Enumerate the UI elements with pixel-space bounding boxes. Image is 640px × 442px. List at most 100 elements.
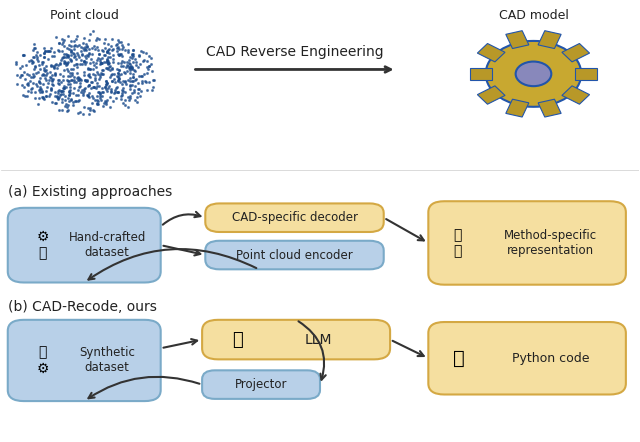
Point <box>70 53 80 60</box>
Point <box>100 52 110 59</box>
Point <box>76 88 86 95</box>
Point <box>15 73 26 80</box>
Point <box>45 48 55 55</box>
Point <box>65 89 76 96</box>
Point <box>38 53 49 61</box>
Point <box>79 72 89 79</box>
Point <box>61 45 72 52</box>
Point <box>62 52 72 59</box>
Point <box>92 63 102 70</box>
Point <box>79 69 89 76</box>
Point <box>141 79 152 86</box>
Point <box>147 86 157 93</box>
Point <box>24 57 35 65</box>
Point <box>33 57 43 65</box>
Point <box>90 77 100 84</box>
Point <box>61 101 71 108</box>
Point <box>66 56 76 63</box>
Point <box>116 60 126 67</box>
Point <box>50 93 60 100</box>
FancyBboxPatch shape <box>428 322 626 395</box>
Point <box>27 84 37 91</box>
Point <box>106 87 116 94</box>
Point <box>22 92 33 99</box>
Point <box>39 45 49 52</box>
Point <box>64 46 74 53</box>
Point <box>64 42 74 49</box>
Point <box>116 96 126 103</box>
Point <box>60 97 70 104</box>
Point <box>53 80 63 87</box>
Point <box>60 92 70 99</box>
Point <box>31 52 41 59</box>
Point <box>74 96 84 103</box>
Point <box>118 88 129 95</box>
Point <box>83 37 93 44</box>
Point <box>102 97 112 104</box>
Point <box>125 60 136 67</box>
Point <box>96 59 106 66</box>
Point <box>66 95 76 102</box>
Point <box>100 78 111 85</box>
Point <box>113 51 123 58</box>
Point <box>78 111 88 118</box>
Point <box>141 86 152 93</box>
Point <box>123 93 133 100</box>
Point <box>81 91 92 99</box>
Point <box>81 54 92 61</box>
Point <box>97 89 107 96</box>
Point <box>80 76 90 84</box>
Point <box>71 91 81 98</box>
Point <box>95 59 106 66</box>
Point <box>101 100 111 107</box>
Point <box>51 100 61 107</box>
Point <box>132 98 143 105</box>
Point <box>63 53 73 61</box>
Text: CAD model: CAD model <box>499 9 568 22</box>
Circle shape <box>516 61 551 86</box>
Point <box>92 43 102 50</box>
Point <box>104 66 114 73</box>
Point <box>53 61 63 69</box>
Point <box>43 48 53 55</box>
Point <box>93 50 104 57</box>
Point <box>100 81 111 88</box>
Point <box>28 71 38 78</box>
Point <box>141 50 151 57</box>
Point <box>66 48 76 55</box>
Point <box>133 85 143 92</box>
Point <box>46 61 56 68</box>
Text: CAD Reverse Engineering: CAD Reverse Engineering <box>205 45 383 59</box>
Point <box>35 85 45 92</box>
Point <box>86 55 96 62</box>
Point <box>98 88 108 95</box>
Point <box>95 60 105 67</box>
Point <box>63 68 74 75</box>
Point <box>40 47 51 54</box>
Text: ⚙️
🔧: ⚙️ 🔧 <box>36 230 49 260</box>
Point <box>22 70 32 77</box>
Point <box>64 78 74 85</box>
Point <box>102 41 113 48</box>
Point <box>32 49 42 56</box>
Point <box>101 99 111 106</box>
Polygon shape <box>477 86 505 104</box>
Point <box>69 53 79 61</box>
Point <box>34 77 44 84</box>
Point <box>79 34 90 42</box>
Point <box>116 87 127 94</box>
FancyBboxPatch shape <box>8 320 161 401</box>
Point <box>76 108 86 115</box>
Point <box>23 88 33 95</box>
Point <box>76 57 86 64</box>
Point <box>73 87 83 94</box>
Point <box>85 60 95 67</box>
Point <box>102 47 113 54</box>
Point <box>105 73 115 80</box>
Text: Method-specific
representation: Method-specific representation <box>504 229 597 257</box>
Point <box>62 107 72 114</box>
Point <box>57 95 67 103</box>
Point <box>40 47 50 54</box>
Point <box>113 43 123 50</box>
FancyBboxPatch shape <box>205 203 384 232</box>
